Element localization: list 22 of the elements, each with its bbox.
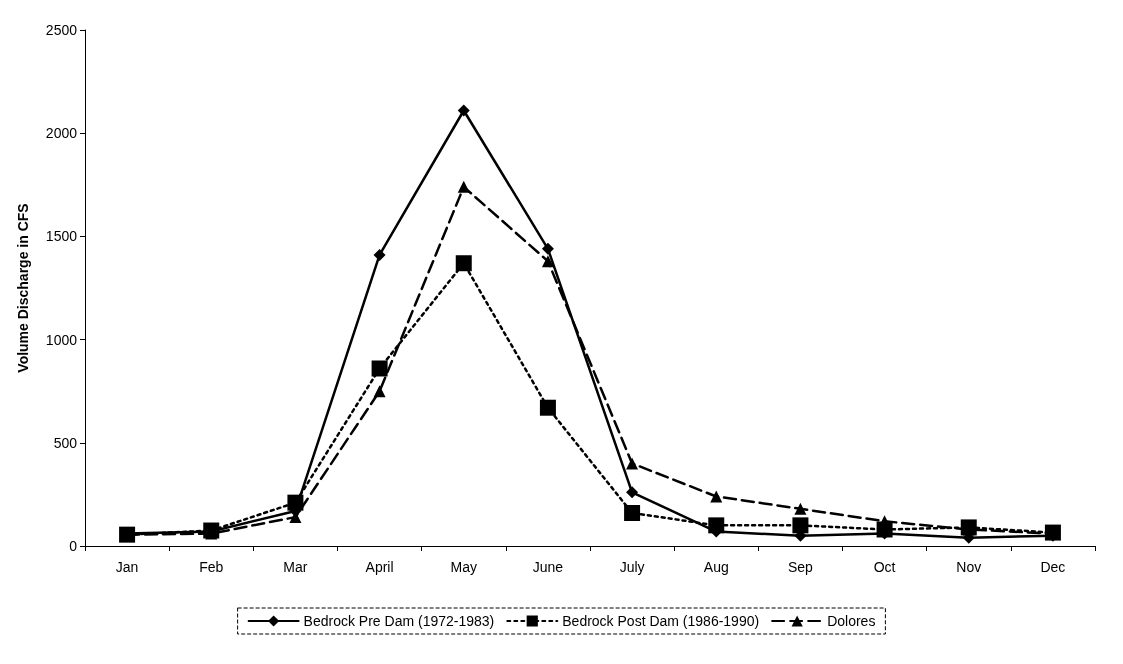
x-tick-label: Sep [787,559,814,575]
x-tick-label: Nov [956,559,982,575]
y-tick-label: 2000 [45,125,78,142]
legend-label: Dolores [827,613,876,629]
x-tick-label: May [450,559,477,575]
y-tick-label: 500 [53,434,78,451]
x-tick-label: Dec [1040,559,1066,575]
x-tick-label: Oct [873,559,896,575]
y-tick-label: 0 [69,538,78,554]
legend-label: Bedrock Post Dam (1986-1990) [562,613,760,629]
legend-label: Bedrock Pre Dam (1972-1983) [303,613,495,629]
y-tick-label: 2500 [45,22,78,38]
y-tick-label: 1000 [45,331,78,348]
x-tick-label: Mar [283,559,308,575]
y-tick-label: 1500 [45,228,78,245]
x-tick-label: Jan [115,559,139,575]
x-tick-label: April [365,559,394,575]
y-axis-title: Volume Discharge in CFS [15,203,31,373]
x-tick-label: Aug [703,559,729,575]
x-tick-label: July [619,559,645,575]
x-tick-label: Feb [199,559,224,575]
x-tick-label: June [532,559,564,575]
